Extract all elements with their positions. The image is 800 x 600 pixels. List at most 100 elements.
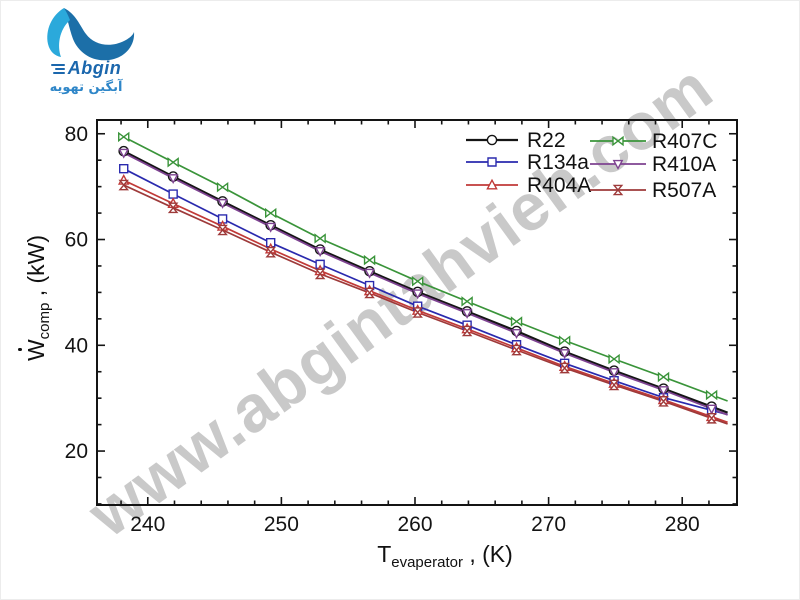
marker-bowtie-v (706, 412, 717, 424)
marker-bowtie-h (216, 181, 229, 193)
marker-bowtie-h (118, 131, 130, 143)
marker-bowtie-v (461, 325, 473, 337)
markers-R507A (118, 179, 717, 424)
legend-label: R507A (652, 179, 716, 202)
legend-item-R507A: R507A (590, 179, 716, 202)
marker-triangle-down (118, 148, 130, 159)
x-tick-label: 250 (264, 513, 299, 536)
legend-label: R22 (527, 129, 566, 152)
legend-item-R407C: R407C (590, 130, 717, 153)
marker-triangle-down (167, 174, 179, 185)
marker-bowtie-v (511, 344, 522, 356)
series-line-R410A (123, 151, 728, 416)
marker-bowtie-h (411, 276, 424, 287)
marker-bowtie-h (612, 135, 624, 147)
legend-item-R134a: R134a (466, 151, 589, 174)
marker-square (119, 163, 129, 174)
markers-R22 (118, 145, 717, 412)
y-tick-label: 20 (65, 440, 88, 463)
series-line-R22 (123, 150, 728, 414)
tick-labels: 240 250 260 270 280 20 40 60 80 (65, 123, 700, 536)
x-title-unit: , (K) (462, 541, 513, 567)
marker-triangle-down (314, 247, 326, 258)
marker-bowtie-v (314, 268, 326, 280)
marker-bowtie-v (265, 246, 276, 258)
brand-row: Abgin (50, 58, 122, 79)
x-title-symbol: T (377, 541, 392, 567)
marker-bowtie-h (314, 233, 326, 244)
marker-bowtie-v (217, 224, 228, 236)
plot-frame (96, 119, 738, 506)
legend-label: R410A (652, 153, 716, 176)
marker-triangle-down (265, 222, 277, 233)
marker-bowtie-v (608, 379, 620, 391)
marker-square (265, 237, 276, 248)
marker-bowtie-v (658, 396, 669, 407)
legend-label: R134a (527, 151, 589, 174)
legend-label: R407C (652, 130, 717, 153)
marker-bowtie-h (657, 371, 670, 383)
y-title-subscript: comp (36, 302, 53, 340)
marker-bowtie-v (364, 287, 375, 299)
series-line-R404A (123, 179, 728, 424)
marker-triangle-down (608, 368, 620, 379)
brand-name: Abgin (67, 58, 122, 78)
marker-triangle-down (511, 329, 522, 340)
legend-item-R404A: R404A (466, 174, 591, 197)
marker-triangle-up (486, 178, 498, 190)
marker-square (487, 157, 497, 167)
marker-bowtie-h (264, 207, 277, 219)
legend-item-R410A: R410A (590, 153, 716, 176)
marker-bowtie-v (559, 362, 570, 374)
x-tick-label: 240 (130, 513, 165, 536)
y-tick-label: 40 (65, 334, 88, 357)
marker-bowtie-v (412, 307, 423, 318)
wave-logo-icon (47, 8, 135, 61)
marker-bowtie-v (612, 184, 624, 196)
x-title-subscript: evaperator (391, 554, 463, 571)
x-tick-label: 270 (531, 513, 566, 536)
series-markers (117, 131, 718, 424)
marker-bowtie-h (558, 335, 571, 346)
abgin-logo: Abgin آبگین تهویه (28, 6, 144, 95)
marker-triangle-down (412, 289, 424, 300)
series-line-R134a (123, 167, 728, 416)
marker-bowtie-h (363, 254, 376, 266)
x-axis-title: Tevaperator , (K) (377, 541, 513, 571)
marker-bowtie-h (167, 157, 179, 168)
marker-bowtie-h (461, 296, 473, 307)
markers-R407C (118, 131, 718, 401)
marker-square (217, 214, 228, 224)
y-title-symbol: W (18, 339, 50, 361)
legend-label: R404A (527, 174, 591, 197)
marker-triangle-down (559, 349, 571, 360)
y-title-unit: , (kW) (23, 234, 49, 303)
marker-bowtie-h (510, 316, 523, 327)
series-lines (123, 136, 728, 425)
x-tick-label: 260 (397, 513, 432, 536)
marker-triangle-down (364, 268, 375, 279)
series-line-R507A (123, 184, 728, 425)
y-tick-label: 60 (65, 229, 88, 252)
marker-triangle-down (461, 308, 473, 319)
brand-name-farsi: آبگین تهویه (49, 80, 123, 95)
marker-bowtie-h (608, 353, 620, 365)
y-tick-label: 80 (65, 123, 88, 146)
markers-R410A (118, 148, 717, 415)
series-line-R407C (123, 136, 728, 402)
x-tick-label: 280 (665, 513, 700, 536)
axis-ticks (97, 120, 737, 505)
legend-item-R22: R22 (466, 129, 566, 152)
marker-bowtie-v (118, 179, 130, 191)
marker-square (168, 189, 178, 199)
marker-triangle-down (706, 404, 717, 415)
marker-triangle-down (612, 159, 624, 170)
marker-triangle-down (658, 386, 669, 397)
marker-bowtie-h (705, 389, 718, 401)
marker-square (315, 259, 325, 270)
marker-circle (486, 134, 498, 146)
